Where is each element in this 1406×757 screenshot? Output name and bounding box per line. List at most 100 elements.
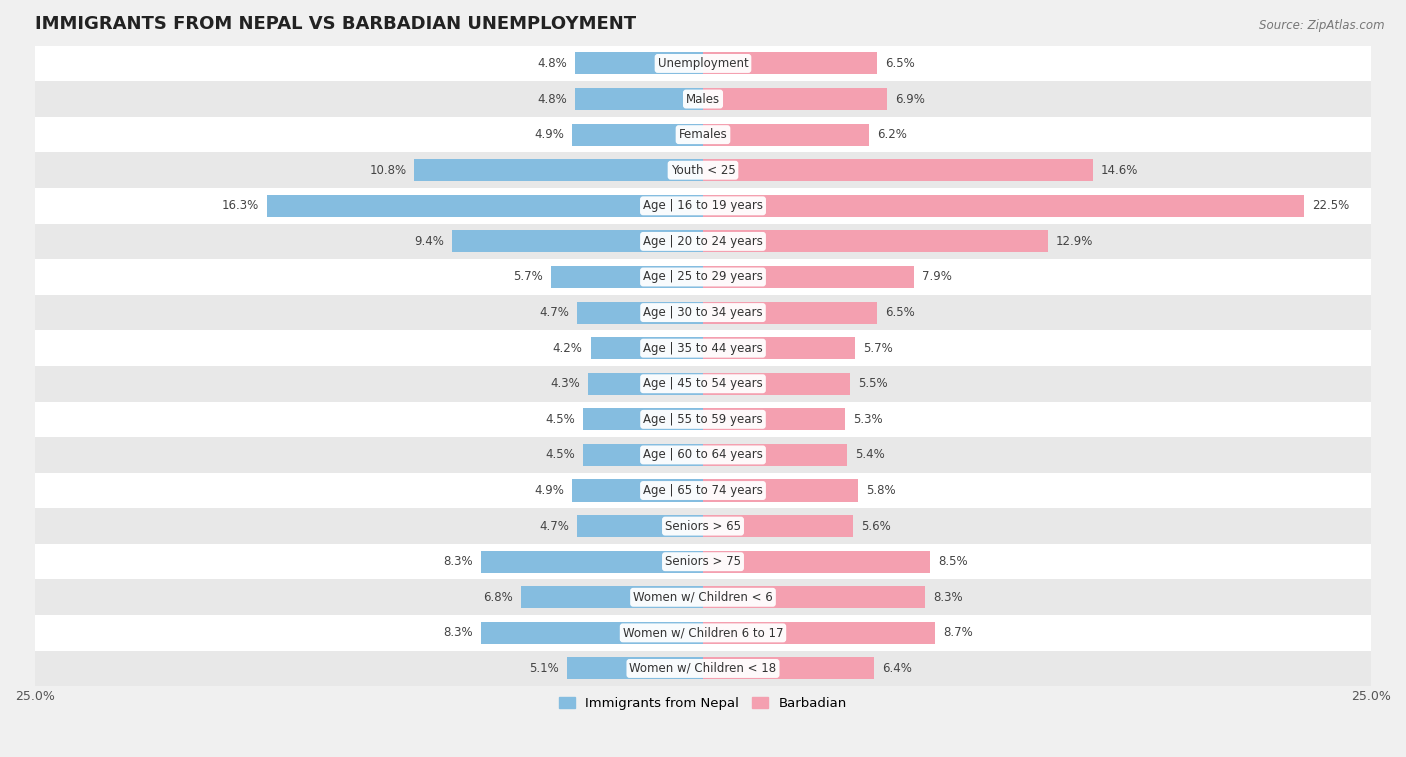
Bar xyxy=(35,188,1371,223)
Bar xyxy=(35,330,1371,366)
Bar xyxy=(35,544,1371,580)
Bar xyxy=(575,88,703,110)
Bar xyxy=(35,294,1371,330)
Bar xyxy=(703,657,875,680)
Bar xyxy=(572,479,703,502)
Text: 5.1%: 5.1% xyxy=(529,662,558,675)
Text: Age | 30 to 34 years: Age | 30 to 34 years xyxy=(643,306,763,319)
Text: 8.5%: 8.5% xyxy=(938,555,967,569)
Bar xyxy=(578,301,703,323)
Text: 6.5%: 6.5% xyxy=(884,57,914,70)
Bar xyxy=(703,337,855,360)
Text: Women w/ Children 6 to 17: Women w/ Children 6 to 17 xyxy=(623,626,783,640)
Bar xyxy=(703,372,851,395)
Text: 4.5%: 4.5% xyxy=(546,413,575,426)
Text: 8.3%: 8.3% xyxy=(443,626,474,640)
Text: 4.5%: 4.5% xyxy=(546,448,575,462)
Text: Age | 55 to 59 years: Age | 55 to 59 years xyxy=(643,413,763,426)
Bar xyxy=(703,515,852,537)
Text: Seniors > 65: Seniors > 65 xyxy=(665,519,741,533)
Text: 4.9%: 4.9% xyxy=(534,484,564,497)
Text: 8.3%: 8.3% xyxy=(932,590,963,604)
Bar xyxy=(703,123,869,145)
Text: Age | 45 to 54 years: Age | 45 to 54 years xyxy=(643,377,763,391)
Text: Unemployment: Unemployment xyxy=(658,57,748,70)
Bar xyxy=(35,508,1371,544)
Bar xyxy=(415,159,703,181)
Text: 4.3%: 4.3% xyxy=(550,377,581,391)
Text: 22.5%: 22.5% xyxy=(1312,199,1350,212)
Text: 6.5%: 6.5% xyxy=(884,306,914,319)
Text: Age | 35 to 44 years: Age | 35 to 44 years xyxy=(643,341,763,355)
Bar xyxy=(35,45,1371,81)
Bar xyxy=(35,223,1371,259)
Bar xyxy=(35,81,1371,117)
Text: 5.6%: 5.6% xyxy=(860,519,890,533)
Bar xyxy=(703,621,935,644)
Text: 14.6%: 14.6% xyxy=(1101,164,1139,176)
Text: 6.9%: 6.9% xyxy=(896,92,925,105)
Bar xyxy=(35,580,1371,615)
Text: 10.8%: 10.8% xyxy=(370,164,406,176)
Text: 5.8%: 5.8% xyxy=(866,484,896,497)
Bar xyxy=(703,444,848,466)
Text: 4.8%: 4.8% xyxy=(537,57,567,70)
Text: 5.7%: 5.7% xyxy=(513,270,543,283)
Text: 5.5%: 5.5% xyxy=(858,377,887,391)
Text: 4.2%: 4.2% xyxy=(553,341,582,355)
Text: Age | 60 to 64 years: Age | 60 to 64 years xyxy=(643,448,763,462)
Bar xyxy=(703,479,858,502)
Text: 5.4%: 5.4% xyxy=(855,448,884,462)
Bar xyxy=(703,52,877,74)
Bar xyxy=(551,266,703,288)
Bar xyxy=(481,621,703,644)
Bar xyxy=(35,366,1371,401)
Text: Age | 25 to 29 years: Age | 25 to 29 years xyxy=(643,270,763,283)
Bar xyxy=(703,266,914,288)
Bar xyxy=(703,408,845,431)
Bar xyxy=(703,550,931,573)
Bar xyxy=(578,515,703,537)
Bar xyxy=(703,195,1305,217)
Text: 6.4%: 6.4% xyxy=(882,662,912,675)
Bar xyxy=(588,372,703,395)
Text: Age | 20 to 24 years: Age | 20 to 24 years xyxy=(643,235,763,248)
Bar xyxy=(481,550,703,573)
Text: 16.3%: 16.3% xyxy=(222,199,259,212)
Bar xyxy=(703,88,887,110)
Text: 4.7%: 4.7% xyxy=(540,519,569,533)
Text: Age | 16 to 19 years: Age | 16 to 19 years xyxy=(643,199,763,212)
Bar xyxy=(582,408,703,431)
Text: 4.8%: 4.8% xyxy=(537,92,567,105)
Text: 4.7%: 4.7% xyxy=(540,306,569,319)
Text: IMMIGRANTS FROM NEPAL VS BARBADIAN UNEMPLOYMENT: IMMIGRANTS FROM NEPAL VS BARBADIAN UNEMP… xyxy=(35,15,636,33)
Bar xyxy=(703,159,1092,181)
Bar xyxy=(35,472,1371,508)
Bar xyxy=(591,337,703,360)
Text: Females: Females xyxy=(679,128,727,141)
Text: 7.9%: 7.9% xyxy=(922,270,952,283)
Text: 5.3%: 5.3% xyxy=(852,413,883,426)
Bar xyxy=(35,117,1371,152)
Text: Age | 65 to 74 years: Age | 65 to 74 years xyxy=(643,484,763,497)
Bar xyxy=(703,301,877,323)
Text: 4.9%: 4.9% xyxy=(534,128,564,141)
Bar xyxy=(572,123,703,145)
Bar xyxy=(35,259,1371,294)
Bar xyxy=(451,230,703,252)
Bar xyxy=(575,52,703,74)
Bar xyxy=(35,401,1371,437)
Bar xyxy=(582,444,703,466)
Bar xyxy=(35,651,1371,687)
Bar xyxy=(522,586,703,609)
Text: 8.7%: 8.7% xyxy=(943,626,973,640)
Text: 6.8%: 6.8% xyxy=(484,590,513,604)
Text: 12.9%: 12.9% xyxy=(1056,235,1092,248)
Text: Males: Males xyxy=(686,92,720,105)
Text: Youth < 25: Youth < 25 xyxy=(671,164,735,176)
Text: Women w/ Children < 6: Women w/ Children < 6 xyxy=(633,590,773,604)
Bar xyxy=(703,586,925,609)
Text: 6.2%: 6.2% xyxy=(877,128,907,141)
Bar xyxy=(703,230,1047,252)
Bar xyxy=(567,657,703,680)
